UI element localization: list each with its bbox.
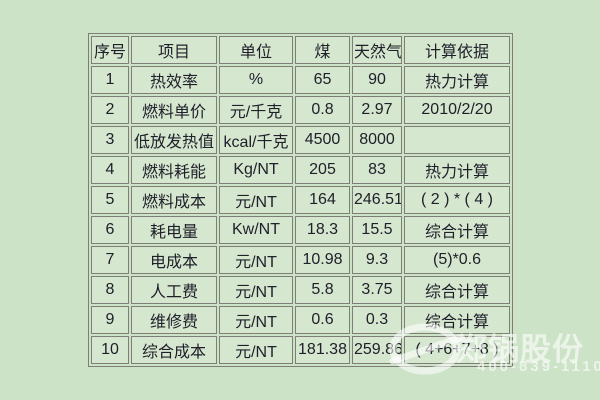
cell-no: 8 [91, 276, 129, 304]
cell-gas: 3.75 [352, 276, 402, 304]
cell-no: 5 [91, 186, 129, 214]
cell-item: 人工费 [131, 276, 217, 304]
column-header-basis: 计算依据 [404, 36, 510, 64]
table-row: 9 维修费 元/NT 0.6 0.3 综合计算 [91, 306, 510, 334]
cell-coal: 205 [295, 156, 350, 184]
column-header-gas: 天然气 [352, 36, 402, 64]
cell-no: 7 [91, 246, 129, 274]
cell-coal: 0.8 [295, 96, 350, 124]
cell-item: 低放发热值 [131, 126, 217, 154]
table-row: 1 热效率 % 65 90 热力计算 [91, 66, 510, 94]
cell-unit: 元/千克 [219, 96, 293, 124]
column-header-unit: 单位 [219, 36, 293, 64]
cell-gas: 90 [352, 66, 402, 94]
cell-unit: 元/NT [219, 186, 293, 214]
cell-basis: 热力计算 [404, 66, 510, 94]
cell-unit: 元/NT [219, 336, 293, 364]
cell-gas: 8000 [352, 126, 402, 154]
cell-coal: 10.98 [295, 246, 350, 274]
cell-no: 3 [91, 126, 129, 154]
cell-no: 4 [91, 156, 129, 184]
cell-unit: 元/NT [219, 276, 293, 304]
cell-basis: 热力计算 [404, 156, 510, 184]
table-row: 4 燃料耗能 Kg/NT 205 83 热力计算 [91, 156, 510, 184]
column-header-coal: 煤 [295, 36, 350, 64]
table-row: 5 燃料成本 元/NT 164 246.51 ( 2 ) * ( 4 ) [91, 186, 510, 214]
cell-gas: 9.3 [352, 246, 402, 274]
cell-coal: 18.3 [295, 216, 350, 244]
cell-unit: 元/NT [219, 306, 293, 334]
cell-item: 燃料耗能 [131, 156, 217, 184]
header-row: 序号 项目 单位 煤 天然气 计算依据 [91, 36, 510, 64]
cell-basis: (5)*0.6 [404, 246, 510, 274]
cell-item: 综合成本 [131, 336, 217, 364]
cell-basis [404, 126, 510, 154]
cell-gas: 2.97 [352, 96, 402, 124]
cell-no: 10 [91, 336, 129, 364]
table-row: 6 耗电量 Kw/NT 18.3 15.5 综合计算 [91, 216, 510, 244]
cell-no: 6 [91, 216, 129, 244]
cell-item: 燃料成本 [131, 186, 217, 214]
cell-basis: 综合计算 [404, 216, 510, 244]
cell-item: 热效率 [131, 66, 217, 94]
cell-basis: 2010/2/20 [404, 96, 510, 124]
table-row: 10 综合成本 元/NT 181.38 259.86 ( 4+6+7+8 ) [91, 336, 510, 364]
column-header-no: 序号 [91, 36, 129, 64]
cell-gas: 0.3 [352, 306, 402, 334]
column-header-item: 项目 [131, 36, 217, 64]
cell-gas: 83 [352, 156, 402, 184]
table-row: 2 燃料单价 元/千克 0.8 2.97 2010/2/20 [91, 96, 510, 124]
cell-unit: Kw/NT [219, 216, 293, 244]
cell-unit: Kg/NT [219, 156, 293, 184]
cell-gas: 15.5 [352, 216, 402, 244]
cell-no: 2 [91, 96, 129, 124]
table-row: 8 人工费 元/NT 5.8 3.75 综合计算 [91, 276, 510, 304]
cell-no: 9 [91, 306, 129, 334]
cell-item: 耗电量 [131, 216, 217, 244]
cost-comparison-table: 序号 项目 单位 煤 天然气 计算依据 1 热效率 % 65 90 热力计算 2… [88, 33, 513, 367]
cell-coal: 5.8 [295, 276, 350, 304]
cell-basis: ( 2 ) * ( 4 ) [404, 186, 510, 214]
cell-gas: 259.86 [352, 336, 402, 364]
cell-basis: 综合计算 [404, 306, 510, 334]
cell-item: 电成本 [131, 246, 217, 274]
cell-coal: 181.38 [295, 336, 350, 364]
cell-gas: 246.51 [352, 186, 402, 214]
cell-item: 维修费 [131, 306, 217, 334]
cell-item: 燃料单价 [131, 96, 217, 124]
cell-coal: 164 [295, 186, 350, 214]
table-row: 7 电成本 元/NT 10.98 9.3 (5)*0.6 [91, 246, 510, 274]
cell-unit: kcal/千克 [219, 126, 293, 154]
cell-basis: ( 4+6+7+8 ) [404, 336, 510, 364]
cell-coal: 0.6 [295, 306, 350, 334]
cell-no: 1 [91, 66, 129, 94]
cell-basis: 综合计算 [404, 276, 510, 304]
cell-unit: 元/NT [219, 246, 293, 274]
table-row: 3 低放发热值 kcal/千克 4500 8000 [91, 126, 510, 154]
cell-coal: 65 [295, 66, 350, 94]
cell-coal: 4500 [295, 126, 350, 154]
cell-unit: % [219, 66, 293, 94]
